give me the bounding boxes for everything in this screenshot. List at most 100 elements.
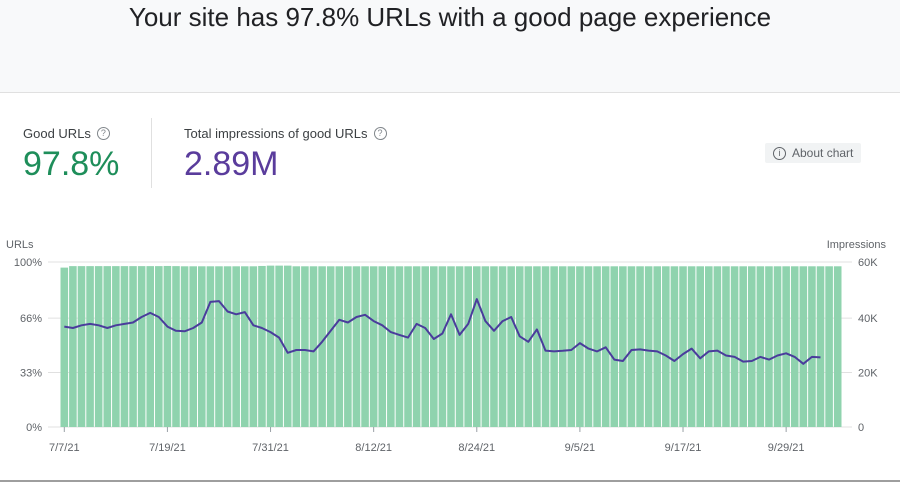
bar <box>610 266 619 427</box>
bottom-border <box>0 480 900 482</box>
bar <box>172 266 180 427</box>
bar <box>146 266 155 427</box>
bar <box>808 266 816 427</box>
bar <box>533 266 541 427</box>
impressions-label: Total impressions of good URLs <box>184 126 368 141</box>
right-axis-tick: 60K <box>858 257 878 269</box>
bar <box>524 266 533 427</box>
bar <box>155 266 163 427</box>
bar <box>464 266 472 427</box>
x-tick-label: 7/19/21 <box>149 442 186 454</box>
bar <box>189 266 197 427</box>
header-band: Your site has 97.8% URLs with a good pag… <box>0 0 900 93</box>
bar <box>275 265 283 427</box>
bar <box>782 266 790 427</box>
bar <box>129 266 137 427</box>
x-tick-label: 9/5/21 <box>565 442 596 454</box>
bar <box>790 266 799 427</box>
bar <box>653 266 662 427</box>
x-tick-label: 7/7/21 <box>49 442 80 454</box>
x-tick-label: 8/12/21 <box>355 442 392 454</box>
metric-divider <box>151 118 152 188</box>
bar <box>756 266 765 427</box>
bar <box>206 266 215 427</box>
bar <box>619 266 627 427</box>
help-icon[interactable]: ? <box>373 127 387 140</box>
right-axis-tick: 0 <box>858 422 864 434</box>
bar <box>258 265 266 427</box>
x-tick-label: 8/24/21 <box>458 442 495 454</box>
bar <box>369 266 378 427</box>
bar <box>387 266 395 427</box>
bar <box>77 266 86 427</box>
bar <box>69 266 77 427</box>
bar <box>326 266 335 427</box>
right-axis-tick: 40K <box>858 313 878 325</box>
bar <box>550 266 558 427</box>
bar <box>215 266 223 427</box>
left-axis-tick: 0% <box>26 422 42 434</box>
impressions-line <box>64 298 821 365</box>
bar <box>120 266 129 427</box>
bar <box>696 266 705 427</box>
bar <box>292 266 301 427</box>
about-chart-button[interactable]: i About chart <box>765 143 862 163</box>
bar <box>86 266 94 427</box>
bar <box>344 266 352 427</box>
bar <box>412 266 421 427</box>
bar <box>163 265 172 427</box>
bar <box>722 266 730 427</box>
metric-impressions[interactable]: Total impressions of good URLs ? 2.89M <box>184 126 387 184</box>
x-tick-label: 7/31/21 <box>252 442 289 454</box>
bar <box>644 266 653 427</box>
bar <box>713 266 722 427</box>
bar <box>773 266 782 427</box>
bar <box>421 266 430 427</box>
bar <box>481 266 490 427</box>
help-icon[interactable]: ? <box>96 127 110 140</box>
bar <box>240 266 249 427</box>
bar <box>515 266 524 427</box>
bar <box>567 266 576 427</box>
bar <box>232 266 240 427</box>
bar <box>378 266 387 427</box>
bar <box>455 266 464 427</box>
info-icon: i <box>773 146 786 160</box>
bar <box>833 266 842 427</box>
metric-good-urls[interactable]: Good URLs ? 97.8% <box>23 126 119 184</box>
left-axis-tick: 100% <box>14 257 42 269</box>
bar <box>197 266 206 427</box>
right-axis-title: Impressions <box>827 239 887 251</box>
bar <box>112 266 120 427</box>
bar <box>507 266 515 427</box>
bar <box>430 266 438 427</box>
bar <box>103 266 112 427</box>
bar <box>670 266 679 427</box>
bar <box>223 266 232 427</box>
bar <box>395 266 404 427</box>
bar <box>541 266 550 427</box>
bar <box>765 266 773 427</box>
bar <box>266 265 275 427</box>
bar <box>404 266 412 427</box>
bar <box>498 266 507 427</box>
page-title: Your site has 97.8% URLs with a good pag… <box>128 2 772 32</box>
bar <box>137 266 146 427</box>
x-tick-label: 9/29/21 <box>768 442 805 454</box>
bar <box>576 266 584 427</box>
bar <box>318 266 326 427</box>
bar <box>739 266 747 427</box>
bar <box>730 266 739 427</box>
bar <box>94 266 103 427</box>
good-urls-label: Good URLs <box>23 126 91 141</box>
bar <box>180 266 189 427</box>
bar <box>825 266 833 427</box>
bar <box>283 265 292 427</box>
bar <box>301 266 309 427</box>
about-chart-label: About chart <box>792 146 854 160</box>
bar <box>593 266 601 427</box>
bar <box>472 266 481 427</box>
bar <box>309 266 318 427</box>
bar <box>636 266 644 427</box>
bar <box>679 266 687 427</box>
